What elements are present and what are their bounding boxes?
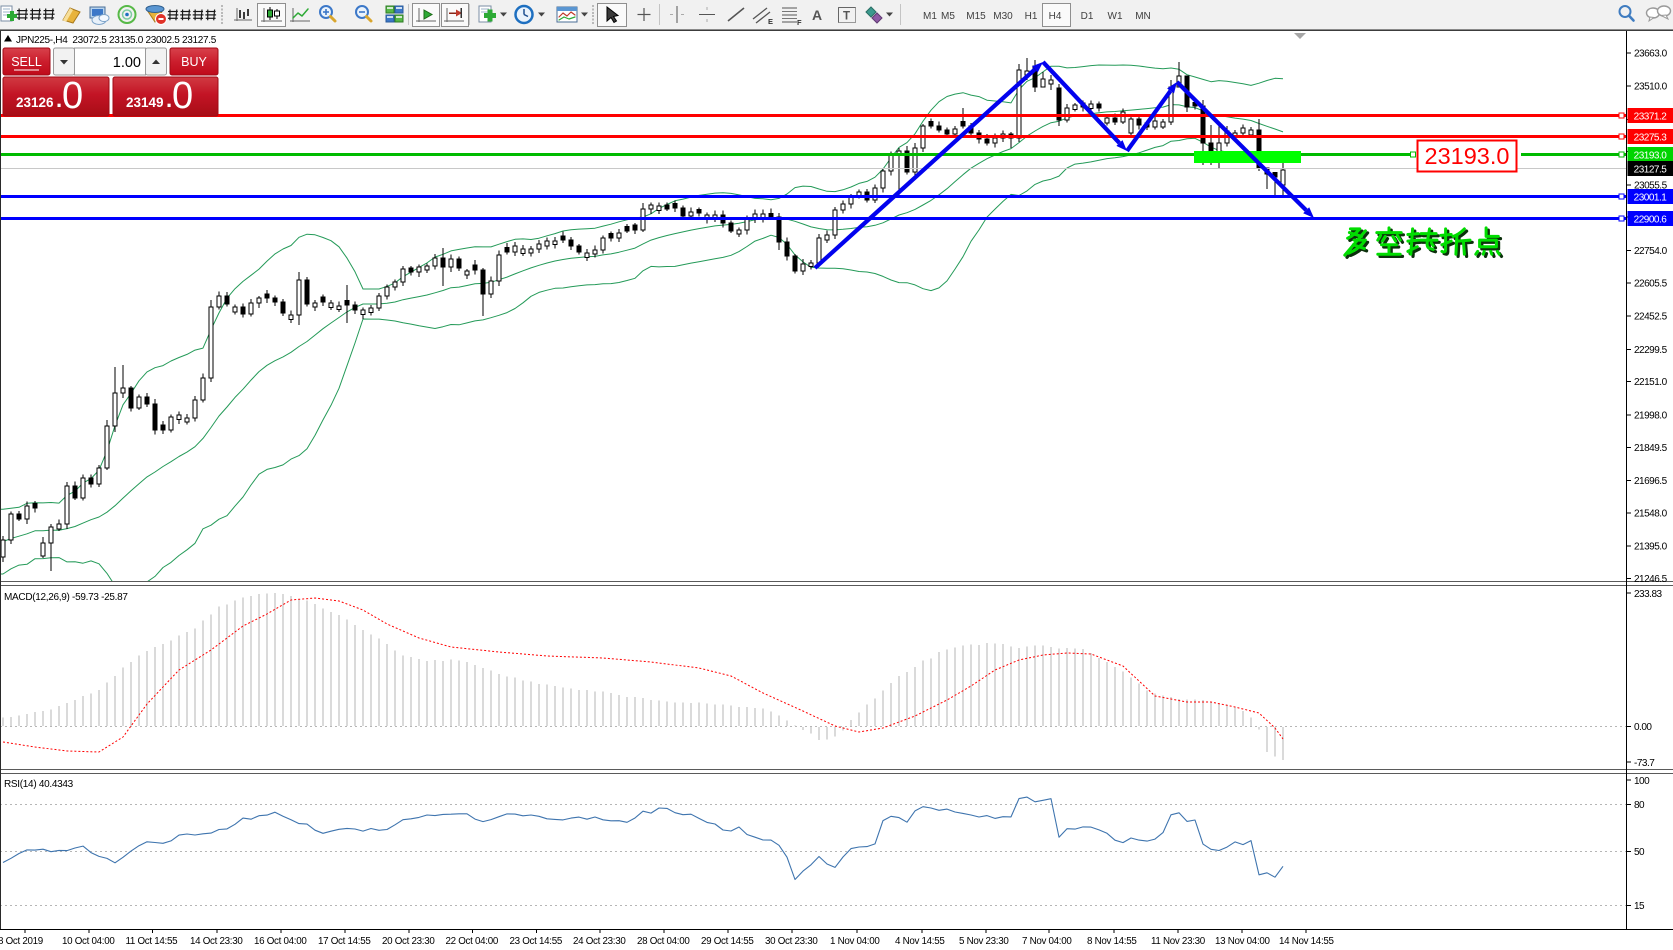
svg-text:F: F xyxy=(797,18,802,27)
svg-text:21548.0: 21548.0 xyxy=(1634,508,1668,519)
svg-text:23127.5: 23127.5 xyxy=(1634,165,1668,176)
svg-text:80: 80 xyxy=(1634,800,1645,811)
svg-text:23193.0: 23193.0 xyxy=(1425,143,1510,169)
svg-text:22452.5: 22452.5 xyxy=(1634,312,1668,323)
svg-text:JPN225-,H4 23072.5 23135.0 23: JPN225-,H4 23072.5 23135.0 23002.5 23127… xyxy=(16,35,217,46)
svg-text:H4: H4 xyxy=(1049,11,1062,22)
svg-text:11 Nov 23:30: 11 Nov 23:30 xyxy=(1151,936,1206,947)
svg-text:15: 15 xyxy=(1634,901,1645,912)
svg-text:21998.0: 21998.0 xyxy=(1634,411,1668,422)
svg-text:T: T xyxy=(843,11,850,23)
svg-text:23001.1: 23001.1 xyxy=(1634,193,1668,204)
svg-text:10 Oct 04:00: 10 Oct 04:00 xyxy=(62,936,115,947)
svg-text:30 Oct 23:30: 30 Oct 23:30 xyxy=(765,936,818,947)
svg-text:21246.5: 21246.5 xyxy=(1634,574,1668,585)
svg-text:233.83: 233.83 xyxy=(1634,589,1663,600)
svg-text:22900.6: 22900.6 xyxy=(1634,215,1668,226)
svg-text:5 Nov 23:30: 5 Nov 23:30 xyxy=(959,936,1009,947)
svg-text:M15: M15 xyxy=(966,11,986,22)
svg-text:22754.0: 22754.0 xyxy=(1634,246,1668,257)
svg-text:23275.3: 23275.3 xyxy=(1634,133,1668,144)
svg-text:8 Nov 14:55: 8 Nov 14:55 xyxy=(1087,936,1137,947)
svg-text:100: 100 xyxy=(1634,776,1650,787)
svg-text:H1: H1 xyxy=(1025,11,1038,22)
svg-text:23055.5: 23055.5 xyxy=(1634,180,1668,191)
svg-text:.: . xyxy=(56,87,62,112)
svg-text:22 Oct 04:00: 22 Oct 04:00 xyxy=(446,936,499,947)
svg-text:16 Oct 04:00: 16 Oct 04:00 xyxy=(254,936,307,947)
svg-text:14 Nov 14:55: 14 Nov 14:55 xyxy=(1279,936,1335,947)
svg-text:24 Oct 23:30: 24 Oct 23:30 xyxy=(573,936,626,947)
svg-text:0.00: 0.00 xyxy=(1634,722,1652,733)
svg-text:SELL: SELL xyxy=(11,55,42,69)
svg-text:50: 50 xyxy=(1634,847,1645,858)
svg-text:W1: W1 xyxy=(1108,11,1123,22)
svg-text:17 Oct 14:55: 17 Oct 14:55 xyxy=(318,936,371,947)
svg-text:1.00: 1.00 xyxy=(113,55,141,71)
svg-text:8 Oct 2019: 8 Oct 2019 xyxy=(0,936,43,947)
svg-text:RSI(14) 40.4343: RSI(14) 40.4343 xyxy=(4,779,74,790)
svg-text:23 Oct 14:55: 23 Oct 14:55 xyxy=(510,936,563,947)
svg-text:20 Oct 23:30: 20 Oct 23:30 xyxy=(382,936,435,947)
svg-text:11 Oct 14:55: 11 Oct 14:55 xyxy=(126,936,179,947)
svg-text:21395.0: 21395.0 xyxy=(1634,542,1668,553)
svg-text:MN: MN xyxy=(1135,11,1151,22)
svg-text:22151.0: 22151.0 xyxy=(1634,377,1668,388)
svg-text:13 Nov 04:00: 13 Nov 04:00 xyxy=(1215,936,1271,947)
svg-text:M1: M1 xyxy=(923,11,937,22)
svg-text:21849.5: 21849.5 xyxy=(1634,443,1668,454)
svg-text:D1: D1 xyxy=(1081,11,1094,22)
svg-text:23126: 23126 xyxy=(16,95,54,110)
svg-text:.: . xyxy=(166,87,172,112)
svg-text:-73.7: -73.7 xyxy=(1634,758,1655,769)
svg-text:21696.5: 21696.5 xyxy=(1634,476,1668,487)
svg-text:4 Nov 14:55: 4 Nov 14:55 xyxy=(895,936,945,947)
svg-text:BUY: BUY xyxy=(181,55,207,69)
svg-text:23371.2: 23371.2 xyxy=(1634,112,1668,123)
svg-text:23193.0: 23193.0 xyxy=(1634,151,1668,162)
svg-text:23663.0: 23663.0 xyxy=(1634,48,1668,59)
svg-text:22605.5: 22605.5 xyxy=(1634,278,1668,289)
svg-text:14 Oct 23:30: 14 Oct 23:30 xyxy=(190,936,243,947)
svg-text:7 Nov 04:00: 7 Nov 04:00 xyxy=(1022,936,1072,947)
svg-text:29 Oct 14:55: 29 Oct 14:55 xyxy=(701,936,754,947)
svg-text:E: E xyxy=(768,17,773,26)
svg-text:22299.5: 22299.5 xyxy=(1634,345,1668,356)
svg-text:M30: M30 xyxy=(993,11,1013,22)
svg-text:0: 0 xyxy=(62,75,83,117)
svg-text:0: 0 xyxy=(172,75,193,117)
svg-text:23510.0: 23510.0 xyxy=(1634,82,1668,93)
svg-text:MACD(12,26,9) -59.73 -25.87: MACD(12,26,9) -59.73 -25.87 xyxy=(4,592,128,603)
svg-text:M5: M5 xyxy=(941,11,955,22)
svg-text:28 Oct 04:00: 28 Oct 04:00 xyxy=(637,936,690,947)
svg-text:A: A xyxy=(812,7,822,23)
svg-text:1 Nov 04:00: 1 Nov 04:00 xyxy=(830,936,880,947)
svg-text:23149: 23149 xyxy=(126,95,164,110)
